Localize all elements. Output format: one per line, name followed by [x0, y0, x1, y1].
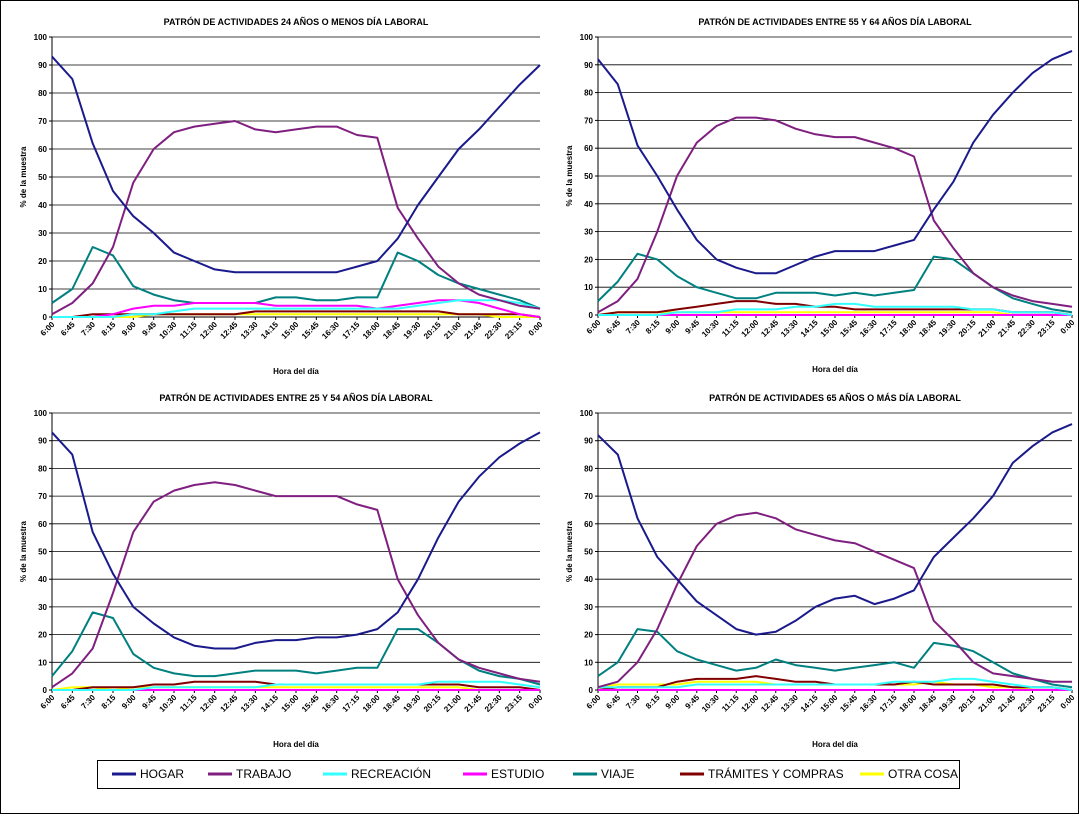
y-tick-label: 30: [584, 603, 593, 612]
y-tick-label: 50: [38, 173, 47, 182]
y-tick-label: 90: [584, 61, 593, 70]
series-line: [598, 302, 1073, 316]
y-tick-label: 20: [584, 255, 593, 264]
y-tick-label: 70: [584, 116, 593, 125]
y-tick-label: 50: [38, 548, 47, 557]
x-axis-title: Hora del día: [812, 365, 858, 374]
legend-label: HOGAR: [140, 767, 184, 781]
y-tick-label: 30: [38, 603, 47, 612]
y-tick-label: 70: [584, 492, 593, 501]
y-tick-label: 10: [584, 283, 593, 292]
y-tick-label: 0: [589, 311, 594, 320]
legend-label: TRABAJO: [236, 767, 291, 781]
y-tick-label: 30: [38, 229, 47, 238]
y-tick-label: 80: [584, 89, 593, 98]
chart-title: PATRÓN DE ACTIVIDADES 65 AÑOS O MÁS DÍA …: [709, 392, 961, 403]
y-tick-label: 100: [34, 33, 48, 42]
series-line: [52, 680, 541, 691]
legend-label: VIAJE: [601, 767, 634, 781]
legend-label: OTRA COSA: [888, 767, 958, 781]
legend-label: RECREACIÓN: [351, 766, 431, 781]
series-line: [52, 299, 541, 318]
y-axis-title: % de la muestra: [19, 146, 28, 207]
y-tick-label: 50: [584, 548, 593, 557]
series-line: [597, 116, 1073, 314]
series-line: [51, 481, 541, 689]
y-axis-title: % de la muestra: [565, 520, 574, 581]
x-axis-title: Hora del día: [273, 367, 319, 376]
y-tick-label: 50: [584, 172, 593, 181]
series-line: [597, 49, 1073, 275]
chart-title: PATRÓN DE ACTIVIDADES ENTRE 25 Y 54 AÑOS…: [159, 392, 433, 403]
y-tick-label: 100: [580, 33, 594, 42]
y-tick-label: 40: [584, 575, 593, 584]
y-tick-label: 60: [38, 145, 47, 154]
y-tick-label: 0: [589, 686, 594, 695]
chart-title: PATRÓN DE ACTIVIDADES 24 AÑOS O MENOS DÍ…: [164, 16, 429, 27]
series-line: [597, 423, 1073, 636]
x-axis-title: Hora del día: [273, 740, 319, 749]
y-tick-label: 20: [38, 257, 47, 266]
series-line: [51, 120, 541, 316]
y-tick-label: 80: [584, 464, 593, 473]
legend-label: TRÁMITES Y COMPRAS: [708, 766, 844, 781]
y-tick-label: 40: [38, 575, 47, 584]
y-tick-label: 10: [38, 658, 47, 667]
series-line: [51, 431, 541, 650]
y-tick-label: 0: [43, 313, 48, 322]
y-axis-title: % de la muestra: [565, 145, 574, 206]
y-tick-label: 80: [38, 89, 47, 98]
series-line: [597, 628, 1073, 689]
series-line: [51, 55, 541, 274]
y-tick-label: 40: [584, 200, 593, 209]
y-tick-label: 40: [38, 201, 47, 210]
x-axis-title: Hora del día: [812, 740, 858, 749]
y-tick-label: 90: [38, 437, 47, 446]
y-tick-label: 30: [584, 228, 593, 237]
chart-title: PATRÓN DE ACTIVIDADES ENTRE 55 Y 64 AÑOS…: [698, 16, 972, 27]
y-axis-title: % de la muestra: [19, 520, 28, 581]
y-tick-label: 60: [584, 520, 593, 529]
legend-box: [97, 760, 960, 789]
y-tick-label: 10: [38, 285, 47, 294]
series-line: [597, 511, 1072, 689]
y-tick-label: 90: [584, 437, 593, 446]
y-tick-label: 0: [43, 686, 48, 695]
y-tick-label: 100: [34, 409, 48, 418]
y-tick-label: 100: [580, 409, 594, 418]
y-tick-label: 90: [38, 61, 47, 70]
series-line: [598, 677, 1073, 691]
y-tick-label: 70: [38, 492, 47, 501]
y-tick-label: 20: [584, 631, 593, 640]
y-tick-label: 70: [38, 117, 47, 126]
y-tick-label: 80: [38, 464, 47, 473]
y-tick-label: 10: [584, 658, 593, 667]
y-tick-label: 20: [38, 631, 47, 640]
legend-label: ESTUDIO: [491, 767, 544, 781]
y-tick-label: 60: [38, 520, 47, 529]
y-tick-label: 60: [584, 144, 593, 153]
